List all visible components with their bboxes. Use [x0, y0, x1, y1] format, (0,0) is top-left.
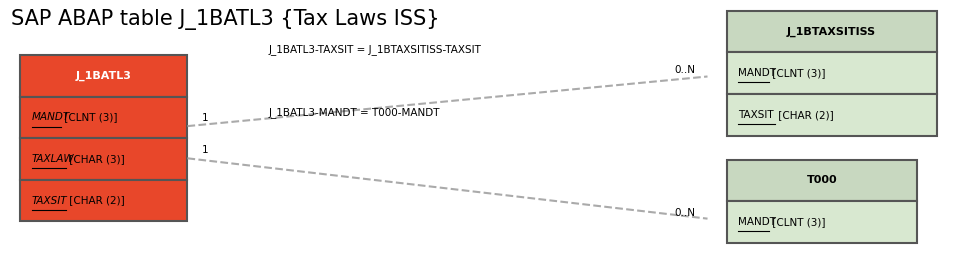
- Text: J_1BTAXSITISS: J_1BTAXSITISS: [787, 27, 876, 37]
- Bar: [20, 55, 188, 96]
- Text: J_1BATL3-TAXSIT = J_1BTAXSITISS-TAXSIT: J_1BATL3-TAXSIT = J_1BTAXSITISS-TAXSIT: [269, 44, 481, 55]
- Text: 1: 1: [202, 145, 209, 155]
- Text: [CLNT (3)]: [CLNT (3)]: [769, 217, 826, 227]
- Text: 0..N: 0..N: [674, 65, 695, 75]
- Text: [CHAR (2)]: [CHAR (2)]: [66, 196, 125, 205]
- Bar: [20, 180, 188, 221]
- Bar: [726, 94, 937, 136]
- Text: 0..N: 0..N: [674, 208, 695, 218]
- Text: TAXSIT: TAXSIT: [32, 196, 68, 205]
- Bar: [726, 201, 918, 243]
- Bar: [726, 160, 918, 201]
- Text: MANDT: MANDT: [738, 68, 776, 78]
- Text: T000: T000: [807, 175, 837, 185]
- Text: MANDT: MANDT: [32, 112, 70, 122]
- Bar: [20, 138, 188, 180]
- Text: TAXSIT: TAXSIT: [738, 110, 773, 120]
- Text: 1: 1: [202, 113, 209, 123]
- Text: MANDT: MANDT: [738, 217, 776, 227]
- Bar: [20, 96, 188, 138]
- Text: J_1BATL3: J_1BATL3: [76, 71, 132, 81]
- Text: J_1BATL3-MANDT = T000-MANDT: J_1BATL3-MANDT = T000-MANDT: [269, 107, 440, 118]
- Bar: [726, 52, 937, 94]
- Bar: [726, 11, 937, 52]
- Text: [CHAR (3)]: [CHAR (3)]: [66, 154, 125, 164]
- Text: TAXLAW: TAXLAW: [32, 154, 75, 164]
- Text: [CHAR (2)]: [CHAR (2)]: [775, 110, 834, 120]
- Text: [CLNT (3)]: [CLNT (3)]: [769, 68, 826, 78]
- Text: [CLNT (3)]: [CLNT (3)]: [60, 112, 117, 122]
- Text: SAP ABAP table J_1BATL3 {Tax Laws ISS}: SAP ABAP table J_1BATL3 {Tax Laws ISS}: [11, 9, 439, 30]
